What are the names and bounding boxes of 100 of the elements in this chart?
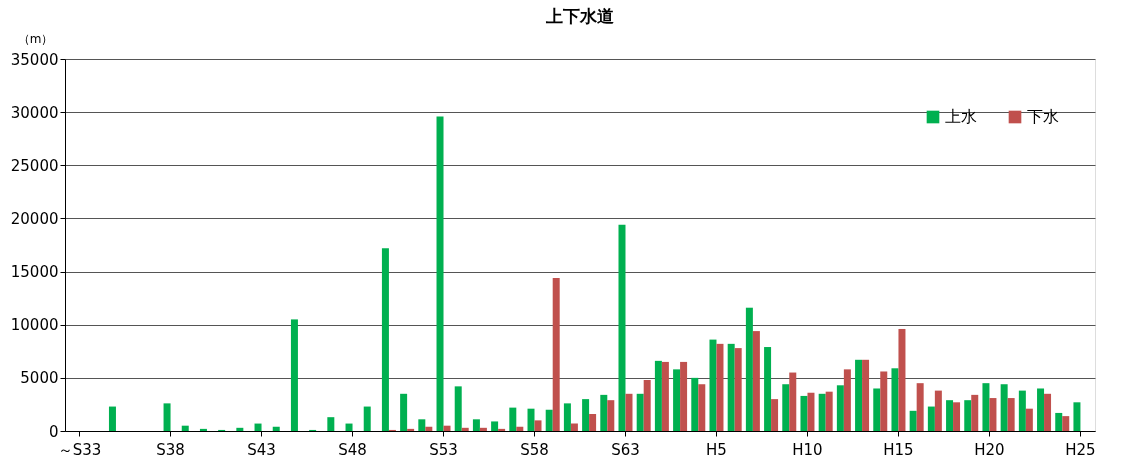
- y-tick-label: 5000: [20, 369, 59, 388]
- bar: [534, 420, 542, 431]
- bar: [709, 339, 717, 431]
- bar: [698, 384, 706, 431]
- legend-label: 下水: [1027, 107, 1059, 126]
- chart-title: 上下水道: [545, 6, 614, 26]
- bar: [982, 383, 990, 431]
- bar: [108, 406, 116, 431]
- bar: [363, 406, 371, 431]
- x-tick-label: H20: [974, 440, 1005, 459]
- bar: [745, 307, 753, 431]
- bar: [989, 398, 997, 431]
- bar: [545, 409, 553, 431]
- bar: [1044, 393, 1052, 431]
- y-tick-label: 0: [48, 422, 59, 441]
- bar: [764, 347, 772, 431]
- x-tick-label: S43: [247, 440, 276, 459]
- y-axis-title: （m）: [17, 31, 54, 46]
- bar: [1055, 412, 1063, 431]
- bar: [836, 385, 844, 431]
- y-tick-label: 35000: [10, 50, 59, 69]
- bar: [661, 361, 669, 431]
- bar: [443, 425, 451, 431]
- bar: [199, 428, 207, 431]
- bar: [971, 394, 979, 431]
- bar: [589, 413, 597, 431]
- bar: [825, 391, 833, 431]
- x-tick-label: H5: [706, 440, 727, 459]
- bar: [516, 426, 524, 431]
- bar: [673, 369, 681, 431]
- bar: [800, 395, 808, 431]
- bar: [461, 427, 469, 431]
- bar: [407, 428, 415, 431]
- bar: [400, 393, 408, 431]
- x-tick-label: H25: [1065, 440, 1096, 459]
- bar: [636, 393, 644, 431]
- bar: [789, 372, 797, 431]
- bar: [1025, 408, 1033, 431]
- y-tick-label: 20000: [10, 209, 59, 228]
- bar: [734, 348, 742, 431]
- bar: [880, 371, 888, 431]
- x-tick-label: H10: [792, 440, 823, 459]
- bar: [491, 421, 499, 431]
- bar: [934, 390, 942, 431]
- bar: [873, 388, 881, 431]
- bar: [345, 423, 353, 431]
- bar: [527, 408, 535, 431]
- bar: [254, 423, 262, 431]
- bar: [1000, 384, 1008, 431]
- x-tick-label: S53: [429, 440, 458, 459]
- bar: [1018, 390, 1026, 431]
- bar: [436, 116, 444, 431]
- bar: [909, 410, 917, 431]
- bar: [272, 426, 280, 431]
- bar: [964, 400, 972, 431]
- y-tick-label: 25000: [10, 156, 59, 175]
- y-tick-label: 10000: [10, 316, 59, 335]
- bar: [625, 393, 633, 431]
- bar: [691, 377, 699, 431]
- bar: [807, 392, 815, 431]
- bar: [381, 248, 389, 431]
- bar: [236, 427, 244, 431]
- y-tick-label: 15000: [10, 263, 59, 282]
- bar: [563, 403, 571, 431]
- y-tick-label: 30000: [10, 103, 59, 122]
- x-tick-label: S38: [156, 440, 185, 459]
- bar: [163, 403, 171, 431]
- bar: [953, 402, 961, 431]
- bar: [479, 427, 487, 431]
- bar: [181, 425, 189, 431]
- bar: [472, 419, 480, 431]
- bar: [643, 379, 651, 431]
- legend-label: 上水: [945, 107, 977, 126]
- bar: [1007, 398, 1015, 431]
- bar: [946, 400, 954, 431]
- bar: [327, 417, 335, 431]
- bar: [654, 360, 662, 431]
- bar: [891, 368, 899, 431]
- bar: [509, 407, 517, 431]
- bar: [843, 369, 851, 431]
- bar: [916, 383, 924, 431]
- bar: [418, 419, 426, 431]
- x-tick-label: S58: [520, 440, 549, 459]
- bar: [454, 386, 462, 431]
- bar: [716, 343, 724, 431]
- x-tick-label: S48: [338, 440, 367, 459]
- bar: [862, 359, 870, 431]
- bar: [727, 343, 735, 431]
- bar: [607, 400, 615, 431]
- x-tick-label: ～S33: [57, 440, 102, 459]
- bar: [290, 319, 298, 431]
- bar: [855, 359, 863, 431]
- x-tick-label: S63: [611, 440, 640, 459]
- bar: [927, 406, 935, 431]
- bar: [618, 224, 626, 431]
- x-tick-label: H15: [883, 440, 914, 459]
- bar: [898, 328, 906, 431]
- bar: [782, 384, 790, 431]
- bar: [752, 331, 760, 431]
- bar: [771, 399, 779, 431]
